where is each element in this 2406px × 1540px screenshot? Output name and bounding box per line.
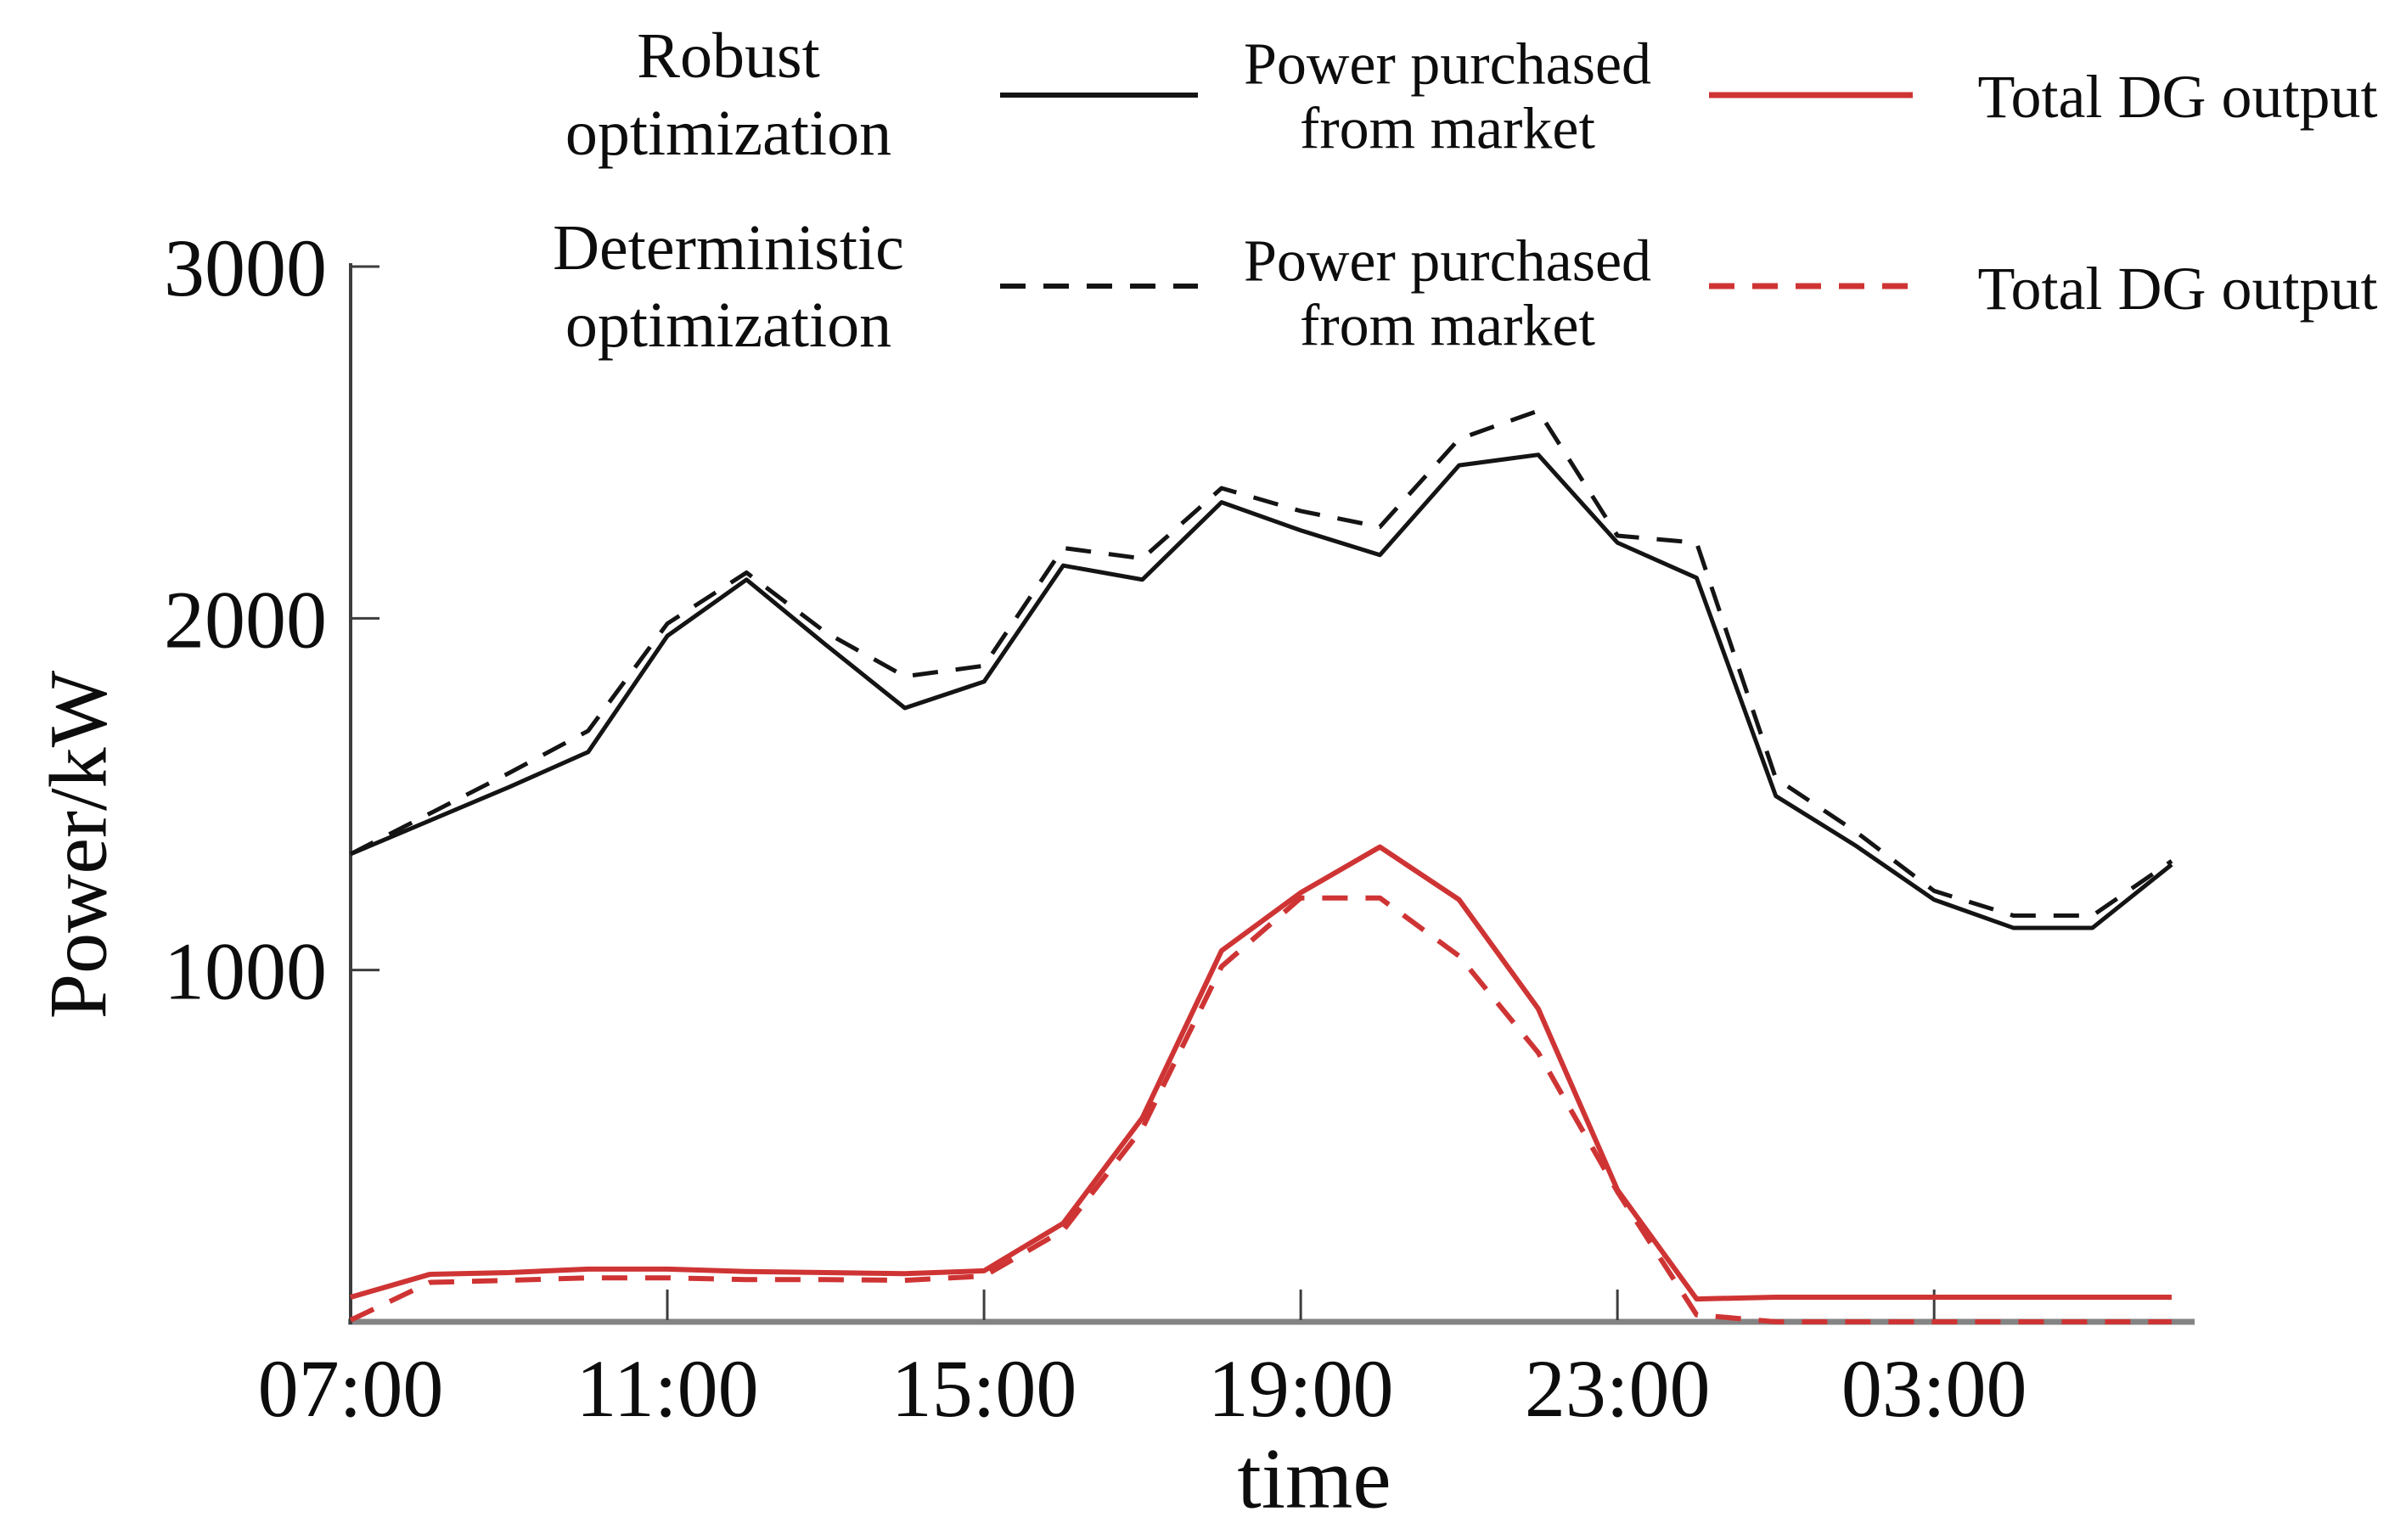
x-axis-title: time <box>1237 1430 1391 1527</box>
x-tick-label: 03:00 <box>1841 1343 2027 1434</box>
x-tick-label: 11:00 <box>576 1343 758 1434</box>
legend-group-robust: Robust optimization <box>565 20 892 169</box>
legend-label-deterministic-dg: Total DG output <box>1977 255 2378 323</box>
x-tick-label: 07:00 <box>258 1343 444 1434</box>
legend-group-deterministic: Deterministic optimization <box>553 211 904 361</box>
y-axis-title: Power/kW <box>32 670 124 1020</box>
y-tick-label: 3000 <box>164 222 327 313</box>
x-tick-label: 19:00 <box>1208 1343 1394 1434</box>
x-tick-label: 15:00 <box>891 1343 1077 1434</box>
y-tick-label: 2000 <box>164 574 327 665</box>
legend-label-robust-dg: Total DG output <box>1977 63 2378 131</box>
y-tick-label: 1000 <box>164 926 327 1017</box>
series-line-robust-dg <box>350 844 2172 1302</box>
series-line-deterministic-purchased <box>349 408 2173 918</box>
legend-label-robust-purchased: Power purchased from market <box>1243 31 1652 161</box>
legend-label-deterministic-purchased: Power purchased from market <box>1243 228 1652 358</box>
series-line-deterministic-dg <box>349 895 2172 1324</box>
x-tick-label: 23:00 <box>1525 1343 1711 1434</box>
series-line-robust-purchased <box>350 452 2173 930</box>
